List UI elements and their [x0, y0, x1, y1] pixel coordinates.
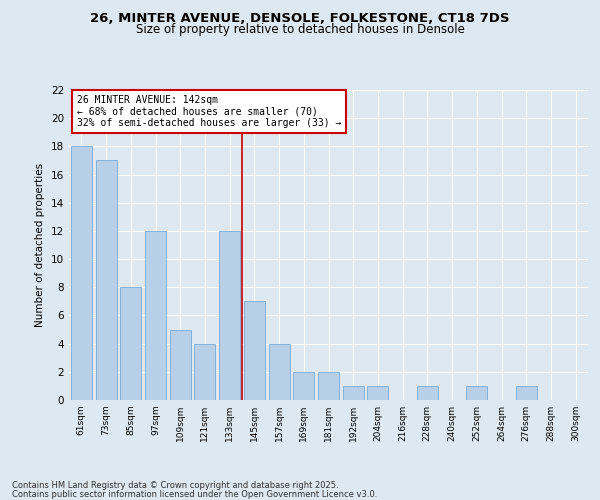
Bar [244, 302, 265, 400]
Bar [95, 160, 116, 400]
Text: Contains public sector information licensed under the Open Government Licence v3: Contains public sector information licen… [12, 490, 377, 499]
Bar [194, 344, 215, 400]
Bar [219, 231, 240, 400]
Bar [343, 386, 364, 400]
Y-axis label: Number of detached properties: Number of detached properties [35, 163, 46, 327]
Bar [318, 372, 339, 400]
Bar [170, 330, 191, 400]
Text: 26, MINTER AVENUE, DENSOLE, FOLKESTONE, CT18 7DS: 26, MINTER AVENUE, DENSOLE, FOLKESTONE, … [90, 12, 510, 26]
Bar [293, 372, 314, 400]
Text: Size of property relative to detached houses in Densole: Size of property relative to detached ho… [136, 22, 464, 36]
Bar [269, 344, 290, 400]
Bar [417, 386, 438, 400]
Text: Contains HM Land Registry data © Crown copyright and database right 2025.: Contains HM Land Registry data © Crown c… [12, 481, 338, 490]
Bar [466, 386, 487, 400]
Bar [71, 146, 92, 400]
Bar [120, 288, 141, 400]
Text: 26 MINTER AVENUE: 142sqm
← 68% of detached houses are smaller (70)
32% of semi-d: 26 MINTER AVENUE: 142sqm ← 68% of detach… [77, 94, 341, 128]
Bar [145, 231, 166, 400]
Bar [516, 386, 537, 400]
Bar [367, 386, 388, 400]
